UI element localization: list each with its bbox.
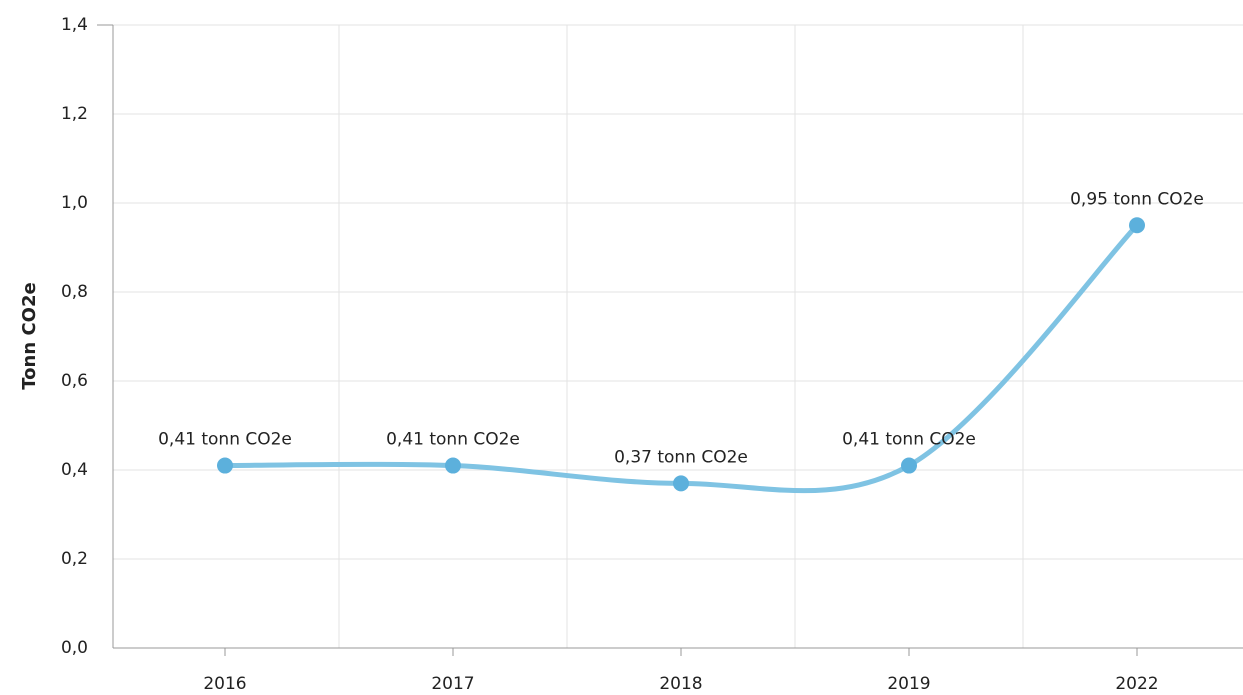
y-tick-label: 0,4 xyxy=(61,460,88,480)
data-label: 0,41 tonn CO2e xyxy=(386,430,520,450)
y-tick-label: 0,6 xyxy=(61,371,88,391)
y-tick-label: 1,0 xyxy=(61,193,88,213)
marker xyxy=(217,457,233,474)
data-label: 0,37 tonn CO2e xyxy=(614,447,748,467)
y-tick-label: 0,8 xyxy=(61,282,88,302)
x-tick-label: 2018 xyxy=(659,674,702,694)
y-tick-label: 1,4 xyxy=(61,15,88,35)
x-tick-label: 2016 xyxy=(203,674,246,694)
y-tick-label: 0,2 xyxy=(61,549,88,569)
marker xyxy=(1129,217,1145,234)
data-label: 0,41 tonn CO2e xyxy=(158,430,292,450)
x-tick-label: 2017 xyxy=(431,674,474,694)
y-axis-label: Tonn CO2e xyxy=(19,282,40,389)
marker xyxy=(673,475,689,492)
x-tick-label: 2022 xyxy=(1115,674,1158,694)
x-tick-label: 2019 xyxy=(887,674,930,694)
data-label: 0,41 tonn CO2e xyxy=(842,430,976,450)
y-tick-label: 1,2 xyxy=(61,104,88,124)
marker xyxy=(445,457,461,474)
y-tick-label: 0,0 xyxy=(61,638,88,658)
marker xyxy=(901,457,917,474)
data-label: 0,95 tonn CO2e xyxy=(1070,189,1204,209)
